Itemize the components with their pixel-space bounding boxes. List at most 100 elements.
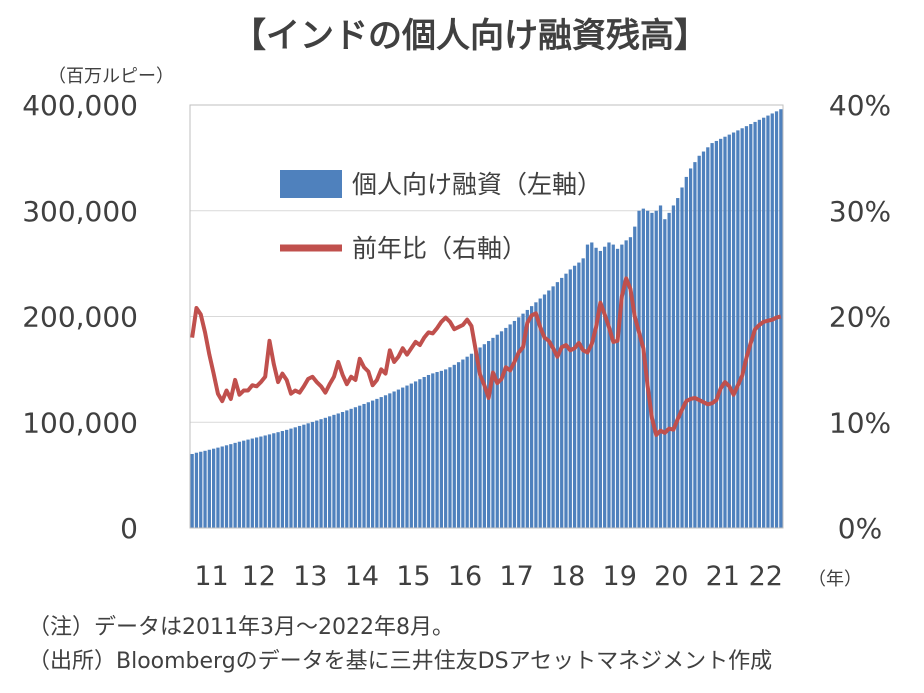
y-right-tick-label: 20% bbox=[829, 301, 891, 334]
bar bbox=[448, 367, 452, 528]
x-tick-label: 12 bbox=[242, 561, 276, 592]
x-tick-label: 22 bbox=[749, 561, 783, 592]
bar bbox=[306, 423, 310, 528]
bar bbox=[658, 205, 663, 528]
bar bbox=[749, 124, 753, 528]
bar bbox=[190, 453, 194, 528]
bar bbox=[572, 265, 577, 528]
bar bbox=[362, 403, 366, 528]
bar bbox=[667, 212, 671, 528]
bar bbox=[491, 337, 495, 528]
bar bbox=[487, 341, 491, 528]
bar bbox=[203, 450, 207, 528]
bar bbox=[731, 132, 736, 528]
bar bbox=[581, 258, 585, 528]
legend-swatch-bar bbox=[280, 170, 342, 198]
bar bbox=[444, 369, 448, 529]
legend-label-bar: 個人向け融資（左軸） bbox=[352, 170, 602, 199]
y-left-unit: （百万ルピー） bbox=[48, 66, 174, 87]
x-tick-label: 11 bbox=[194, 561, 228, 592]
bar bbox=[267, 434, 272, 528]
bar bbox=[422, 376, 426, 528]
bar bbox=[439, 370, 444, 528]
bar bbox=[216, 447, 220, 528]
bar bbox=[379, 397, 383, 528]
bar bbox=[246, 439, 250, 528]
bar bbox=[499, 331, 504, 528]
bar bbox=[654, 210, 658, 528]
bar bbox=[714, 140, 719, 528]
bar bbox=[285, 429, 289, 528]
bar bbox=[345, 410, 349, 528]
bar bbox=[396, 389, 401, 528]
y-left-tick-labels: 400,000 300,000 200,000 100,000 0 bbox=[22, 89, 138, 545]
bar bbox=[736, 130, 740, 528]
bar bbox=[229, 444, 233, 528]
bar bbox=[615, 248, 620, 528]
y-left-tick-label: 400,000 bbox=[22, 89, 138, 122]
plot-frame bbox=[189, 104, 784, 529]
bar bbox=[220, 446, 224, 528]
bar bbox=[405, 385, 409, 528]
bar bbox=[323, 417, 327, 528]
y-left-tick-label: 0 bbox=[120, 512, 138, 545]
bar bbox=[319, 419, 323, 528]
line-series bbox=[190, 276, 782, 437]
bar bbox=[370, 400, 375, 528]
bar bbox=[280, 431, 285, 528]
bar bbox=[224, 445, 229, 528]
bar bbox=[276, 432, 280, 528]
bar bbox=[641, 208, 645, 528]
bar bbox=[684, 176, 688, 528]
bar bbox=[388, 393, 392, 528]
bar bbox=[353, 407, 358, 528]
bar bbox=[585, 244, 590, 528]
bar bbox=[538, 298, 542, 528]
bar bbox=[560, 277, 564, 528]
bar bbox=[727, 134, 731, 529]
bar bbox=[512, 320, 517, 528]
x-tick-label: 14 bbox=[345, 561, 379, 592]
x-tick-label: 20 bbox=[654, 561, 688, 592]
bar bbox=[413, 381, 418, 528]
bar bbox=[701, 151, 706, 528]
bar bbox=[568, 269, 572, 528]
bar bbox=[242, 440, 246, 528]
bar bbox=[297, 425, 302, 528]
bar bbox=[456, 362, 461, 528]
x-tick-label: 21 bbox=[706, 561, 740, 592]
bar bbox=[779, 109, 783, 528]
bar bbox=[250, 438, 254, 528]
bar bbox=[435, 372, 439, 528]
y-right-tick-labels: 40% 30% 20% 10% 0% bbox=[829, 89, 891, 545]
bar bbox=[723, 136, 727, 528]
bar bbox=[310, 421, 315, 528]
bar bbox=[633, 226, 637, 529]
x-tick-label: 18 bbox=[551, 561, 585, 592]
bar bbox=[349, 408, 353, 528]
bar bbox=[336, 413, 340, 528]
bar bbox=[740, 128, 744, 528]
bar bbox=[315, 420, 319, 528]
note-period: （注）データは2011年3月～2022年8月。 bbox=[28, 615, 454, 640]
legend: 個人向け融資（左軸） 前年比（右軸） bbox=[280, 170, 602, 263]
bar bbox=[289, 428, 293, 529]
bar bbox=[603, 246, 607, 528]
bar bbox=[207, 449, 211, 528]
chart-title: 【インドの個人向け融資残高】 bbox=[232, 16, 708, 56]
x-unit: （年） bbox=[808, 569, 862, 590]
bar bbox=[375, 398, 379, 528]
x-tick-label: 16 bbox=[448, 561, 482, 592]
bar bbox=[461, 359, 465, 528]
bar bbox=[504, 327, 508, 528]
x-tick-label: 13 bbox=[293, 561, 327, 592]
bar bbox=[212, 448, 216, 528]
y-right-tick-label: 40% bbox=[829, 89, 891, 122]
bar bbox=[233, 442, 237, 528]
bar bbox=[525, 309, 529, 528]
bar bbox=[465, 356, 469, 528]
bar bbox=[590, 242, 594, 528]
bar bbox=[607, 242, 611, 528]
bar bbox=[401, 387, 405, 528]
